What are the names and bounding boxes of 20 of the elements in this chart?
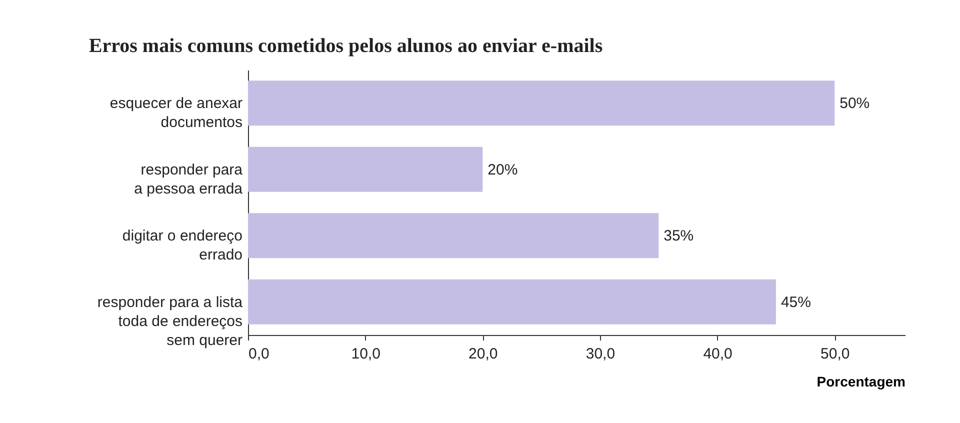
data-label: 45% — [780, 294, 811, 311]
bar — [248, 213, 659, 258]
data-label: 20% — [488, 161, 518, 178]
y-tick-label: responder para a lista toda de endereços sem querer — [97, 294, 244, 349]
x-tick-label: 40,0 — [703, 346, 732, 362]
bar — [248, 146, 483, 192]
y-tick-label: responder para a pessoa errada — [134, 161, 244, 198]
y-tick-label: digitar o endereço errado — [122, 228, 242, 264]
x-tick-label: 30,0 — [586, 346, 616, 362]
x-tick-label: 10,0 — [351, 346, 380, 362]
x-axis-title: Porcentagem — [816, 374, 906, 390]
data-label: 50% — [840, 95, 870, 112]
bar — [248, 279, 776, 324]
data-label: 35% — [664, 228, 694, 245]
bar — [248, 80, 835, 126]
x-tick-label: 0,0 — [248, 346, 270, 362]
chart-title: Erros mais comuns cometidos pelos alunos ao enviar e-mails — [88, 35, 603, 57]
x-tick-label: 50,0 — [820, 346, 850, 362]
y-tick-label: esquecer de anexar documentos — [110, 95, 242, 132]
x-tick-label: 20,0 — [468, 346, 498, 362]
